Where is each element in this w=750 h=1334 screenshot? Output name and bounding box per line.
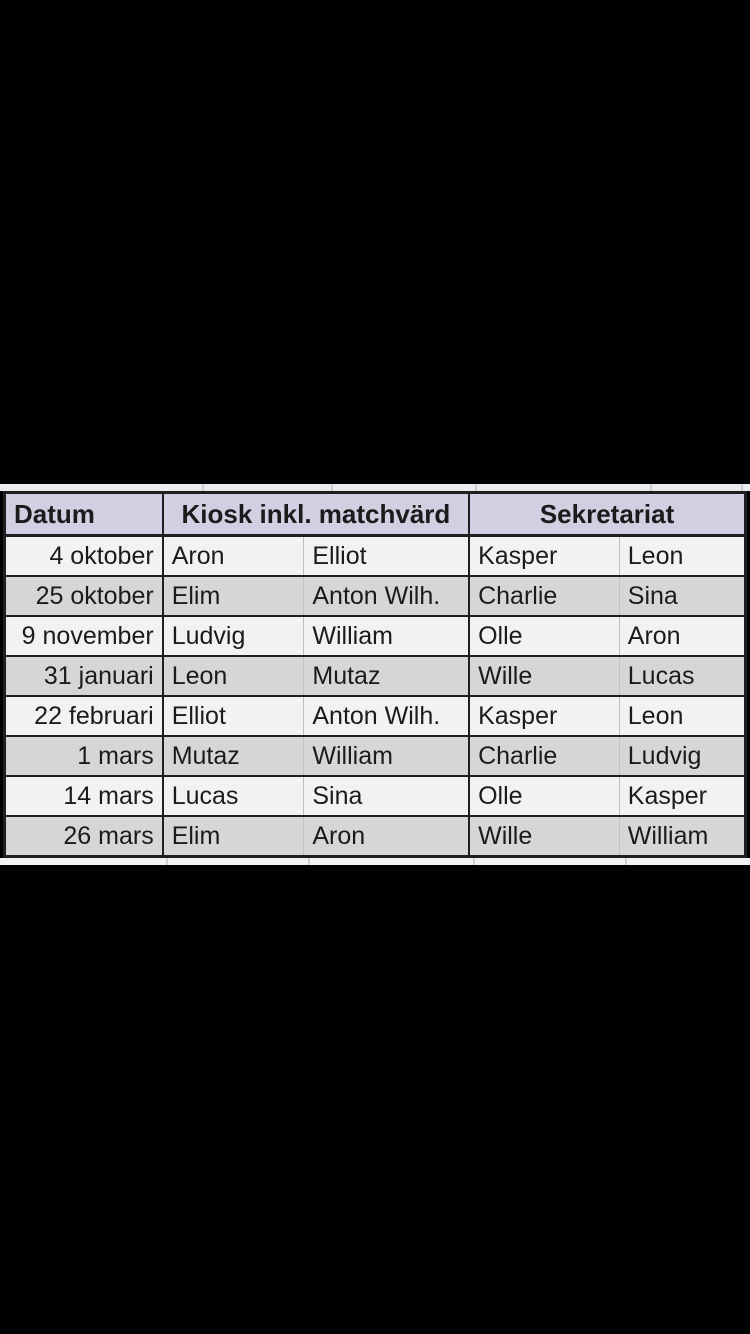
schedule-table: Datum Kiosk inkl. matchvärd Sekretariat …: [3, 491, 747, 858]
cell-kiosk-2: Anton Wilh.: [303, 575, 471, 616]
cell-sekretariat-1: Charlie: [469, 735, 620, 776]
cell-kiosk-1: Leon: [162, 655, 305, 696]
gridline: [473, 858, 475, 865]
cell-kiosk-1: Aron: [162, 534, 305, 576]
cell-sekretariat-2: Lucas: [619, 655, 746, 696]
cell-sekretariat-1: Wille: [469, 655, 620, 696]
header-kiosk: Kiosk inkl. matchvärd: [162, 492, 471, 537]
cell-date: 1 mars: [4, 735, 164, 776]
cell-date: 25 oktober: [4, 575, 164, 616]
gridline: [331, 484, 333, 491]
cell-sekretariat-2: Aron: [619, 615, 746, 656]
header-row: Datum Kiosk inkl. matchvärd Sekretariat: [4, 492, 746, 537]
cell-sekretariat-1: Olle: [469, 615, 620, 656]
gridline: [475, 484, 477, 491]
cell-kiosk-2: Anton Wilh.: [303, 695, 471, 736]
cell-date: 9 november: [4, 615, 164, 656]
gridline: [741, 484, 743, 491]
header-sekretariat: Sekretariat: [469, 492, 746, 537]
cell-kiosk-2: William: [303, 615, 471, 656]
gridline: [166, 858, 168, 865]
cell-sekretariat-1: Wille: [469, 815, 620, 857]
gridline: [625, 858, 627, 865]
cell-kiosk-2: William: [303, 735, 471, 776]
cell-sekretariat-2: Ludvig: [619, 735, 746, 776]
cell-date: 4 oktober: [4, 534, 164, 576]
cell-kiosk-2: Elliot: [303, 534, 471, 576]
gridline: [308, 858, 310, 865]
table-body: 4 oktober Aron Elliot Kasper Leon 25 okt…: [4, 534, 746, 857]
cell-kiosk-1: Ludvig: [162, 615, 305, 656]
table-row: 14 mars Lucas Sina Olle Kasper: [4, 775, 746, 816]
cell-kiosk-1: Elim: [162, 815, 305, 857]
table-row: 22 februari Elliot Anton Wilh. Kasper Le…: [4, 695, 746, 736]
sheet-margin-top: [0, 484, 750, 491]
cell-sekretariat-1: Charlie: [469, 575, 620, 616]
table-row: 9 november Ludvig William Olle Aron: [4, 615, 746, 656]
table-row: 31 januari Leon Mutaz Wille Lucas: [4, 655, 746, 696]
table-row: 26 mars Elim Aron Wille William: [4, 815, 746, 857]
cell-kiosk-1: Mutaz: [162, 735, 305, 776]
cell-kiosk-1: Lucas: [162, 775, 305, 816]
spreadsheet-area: Datum Kiosk inkl. matchvärd Sekretariat …: [0, 484, 750, 865]
cell-sekretariat-2: Kasper: [619, 775, 746, 816]
cell-kiosk-1: Elim: [162, 575, 305, 616]
cell-sekretariat-2: William: [619, 815, 746, 857]
cell-kiosk-1: Elliot: [162, 695, 305, 736]
cell-date: 22 februari: [4, 695, 164, 736]
table-row: 1 mars Mutaz William Charlie Ludvig: [4, 735, 746, 776]
sheet-margin-bottom: [0, 858, 750, 865]
cell-sekretariat-2: Leon: [619, 695, 746, 736]
cell-sekretariat-1: Olle: [469, 775, 620, 816]
cell-sekretariat-2: Leon: [619, 534, 746, 576]
cell-date: 14 mars: [4, 775, 164, 816]
cell-sekretariat-1: Kasper: [469, 534, 620, 576]
cell-sekretariat-2: Sina: [619, 575, 746, 616]
header-datum: Datum: [4, 492, 164, 537]
cell-kiosk-2: Mutaz: [303, 655, 471, 696]
gridline: [650, 484, 652, 491]
cell-date: 26 mars: [4, 815, 164, 857]
cell-sekretariat-1: Kasper: [469, 695, 620, 736]
gridline: [202, 484, 204, 491]
table-row: 25 oktober Elim Anton Wilh. Charlie Sina: [4, 575, 746, 616]
cell-kiosk-2: Aron: [303, 815, 471, 857]
cell-date: 31 januari: [4, 655, 164, 696]
table-row: 4 oktober Aron Elliot Kasper Leon: [4, 534, 746, 576]
cell-kiosk-2: Sina: [303, 775, 471, 816]
